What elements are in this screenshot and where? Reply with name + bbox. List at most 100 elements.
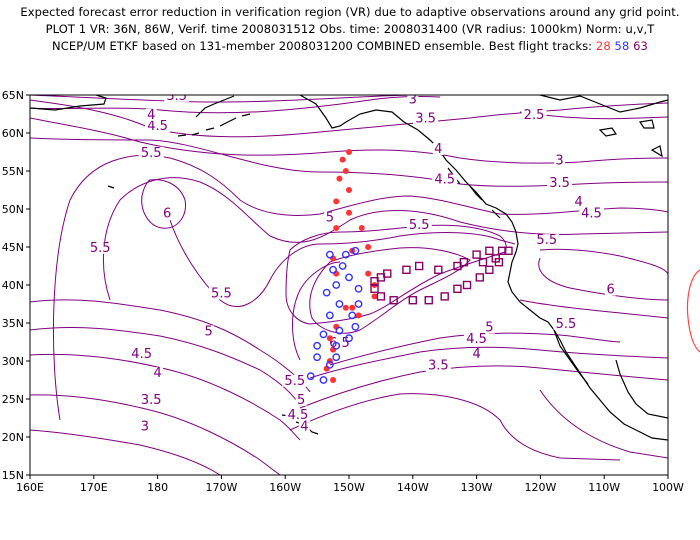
contour-label-bg	[471, 348, 483, 361]
contour-line	[538, 248, 668, 301]
y-tick-label: 35N	[2, 317, 24, 330]
contour-line	[30, 394, 281, 475]
contour-label-bg	[406, 219, 432, 231]
x-tick-label: 170E	[80, 481, 108, 494]
contour-label: 6	[163, 207, 171, 222]
track-63-point	[453, 261, 462, 271]
track-58-point	[345, 334, 353, 343]
contour-label: 5	[297, 393, 305, 408]
x-tick-label: 150W	[333, 481, 365, 494]
contour-label: 6	[606, 283, 614, 298]
contour-label-bg	[152, 367, 164, 380]
contour-line	[30, 117, 668, 164]
contour-label-bg	[534, 234, 560, 247]
track-63-point	[453, 284, 462, 293]
track-63-point	[440, 292, 449, 301]
contour-line	[292, 261, 341, 361]
contour-line	[539, 389, 668, 459]
contour-label: 3.5	[166, 89, 187, 104]
contour-label-bg	[464, 333, 490, 345]
contour-label: 4	[575, 195, 583, 210]
contour-label-bg	[87, 241, 113, 254]
coastline-alaska-south	[195, 95, 235, 118]
coastline-us-west	[507, 231, 668, 441]
track-28-point	[349, 304, 356, 311]
y-tick-label: 60N	[2, 127, 24, 140]
track-63-point	[504, 246, 513, 256]
contour-label: 4	[434, 142, 442, 157]
y-tick-label: 40N	[2, 279, 24, 292]
track-58-point	[322, 288, 331, 297]
track-28-point	[326, 335, 333, 342]
contour-line	[52, 155, 668, 421]
contour-label-bg	[282, 374, 308, 387]
track-63-point	[472, 250, 481, 259]
track-63-point	[475, 273, 484, 282]
x-tick-label: 180	[147, 481, 168, 494]
contour-line	[299, 365, 668, 409]
y-tick-label: 50N	[2, 203, 24, 216]
y-tick-label: 45N	[2, 241, 24, 254]
contour-label-bg	[139, 420, 151, 433]
contour-label: 4.5	[131, 347, 152, 362]
contour-label: 4	[472, 347, 480, 362]
track-58-point	[351, 322, 360, 331]
contour-label-bg	[129, 348, 155, 361]
contour-label: 5.5	[284, 374, 305, 389]
y-tick-label: 30N	[2, 355, 24, 368]
title-line-3: NCEP/UM ETKF based on 131-member 2008031…	[0, 39, 700, 53]
contour-label-bg	[203, 325, 215, 338]
coastlines	[30, 95, 668, 441]
x-tick-label: 100W	[652, 481, 684, 494]
contour-lines	[30, 95, 668, 475]
x-tick-label: 140W	[397, 481, 429, 494]
contour-label-bg	[295, 393, 307, 406]
title-line-2: PLOT 1 VR: 36N, 86W, Verif. time 2008031…	[45, 22, 655, 36]
plot-header: Expected forecast error reduction in ver…	[0, 0, 700, 92]
track-28-point	[365, 244, 372, 250]
contour-label: 5.5	[211, 286, 232, 301]
track-28-point	[346, 149, 352, 155]
coastline-alaska	[30, 95, 107, 111]
contour-line	[30, 95, 441, 114]
contour-label: 5	[326, 210, 334, 225]
track-28-point	[330, 377, 337, 383]
contour-label-bg	[605, 283, 617, 296]
track-58-point	[325, 311, 334, 320]
contour-line	[285, 224, 507, 325]
track-58-point	[332, 341, 341, 350]
contour-line	[30, 327, 301, 407]
contour-label-bg	[407, 95, 419, 106]
track-28-point	[346, 209, 352, 216]
contour-label: 4.5	[288, 408, 309, 423]
coastline-baja	[553, 329, 589, 385]
track-63-point	[370, 284, 379, 293]
coastline-aleutians	[177, 113, 251, 137]
track-28-point	[342, 168, 349, 174]
y-tick-label: 20N	[2, 431, 24, 444]
contour-label: 5	[204, 324, 212, 339]
track-58-point	[351, 246, 360, 255]
contour-label: 5.5	[409, 218, 430, 233]
contour-label-bg	[298, 420, 310, 433]
track-28-point	[365, 270, 372, 277]
track-58-point	[341, 250, 350, 259]
track-28-point	[371, 293, 378, 300]
contour-label: 3.5	[549, 176, 570, 191]
contour-line	[289, 393, 621, 461]
track-58-point	[306, 372, 315, 381]
contour-label-bg	[432, 143, 444, 155]
track-63-point	[408, 296, 417, 305]
track-63-point	[462, 280, 472, 290]
contour-label-bg	[521, 108, 547, 121]
coastline-kamchatka-islands	[107, 185, 115, 189]
contour-label-bg	[208, 287, 234, 300]
contour-label-bg	[432, 173, 458, 186]
track-63-point	[494, 258, 504, 267]
contour-line	[30, 353, 301, 441]
track-58-point	[332, 353, 341, 362]
contour-label-bg	[145, 120, 171, 133]
